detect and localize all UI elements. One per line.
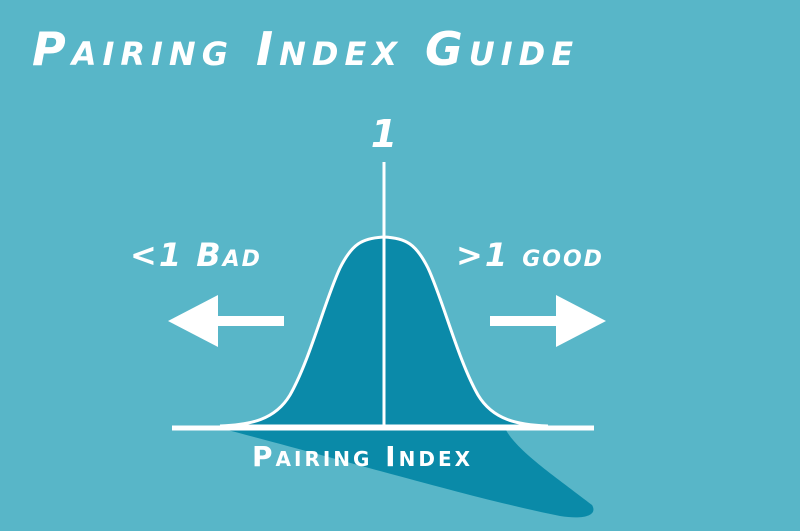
good-range-label: >1 good xyxy=(456,236,604,274)
peak-value-label: 1 xyxy=(370,112,398,156)
axis-label: Pairing Index xyxy=(252,440,474,473)
page-title: Pairing Index Guide xyxy=(32,22,580,76)
bad-range-label: <1 Bad xyxy=(130,236,262,274)
curve-shadow xyxy=(220,428,594,518)
arrow-right-icon xyxy=(490,295,606,347)
arrow-left-icon xyxy=(168,295,284,347)
